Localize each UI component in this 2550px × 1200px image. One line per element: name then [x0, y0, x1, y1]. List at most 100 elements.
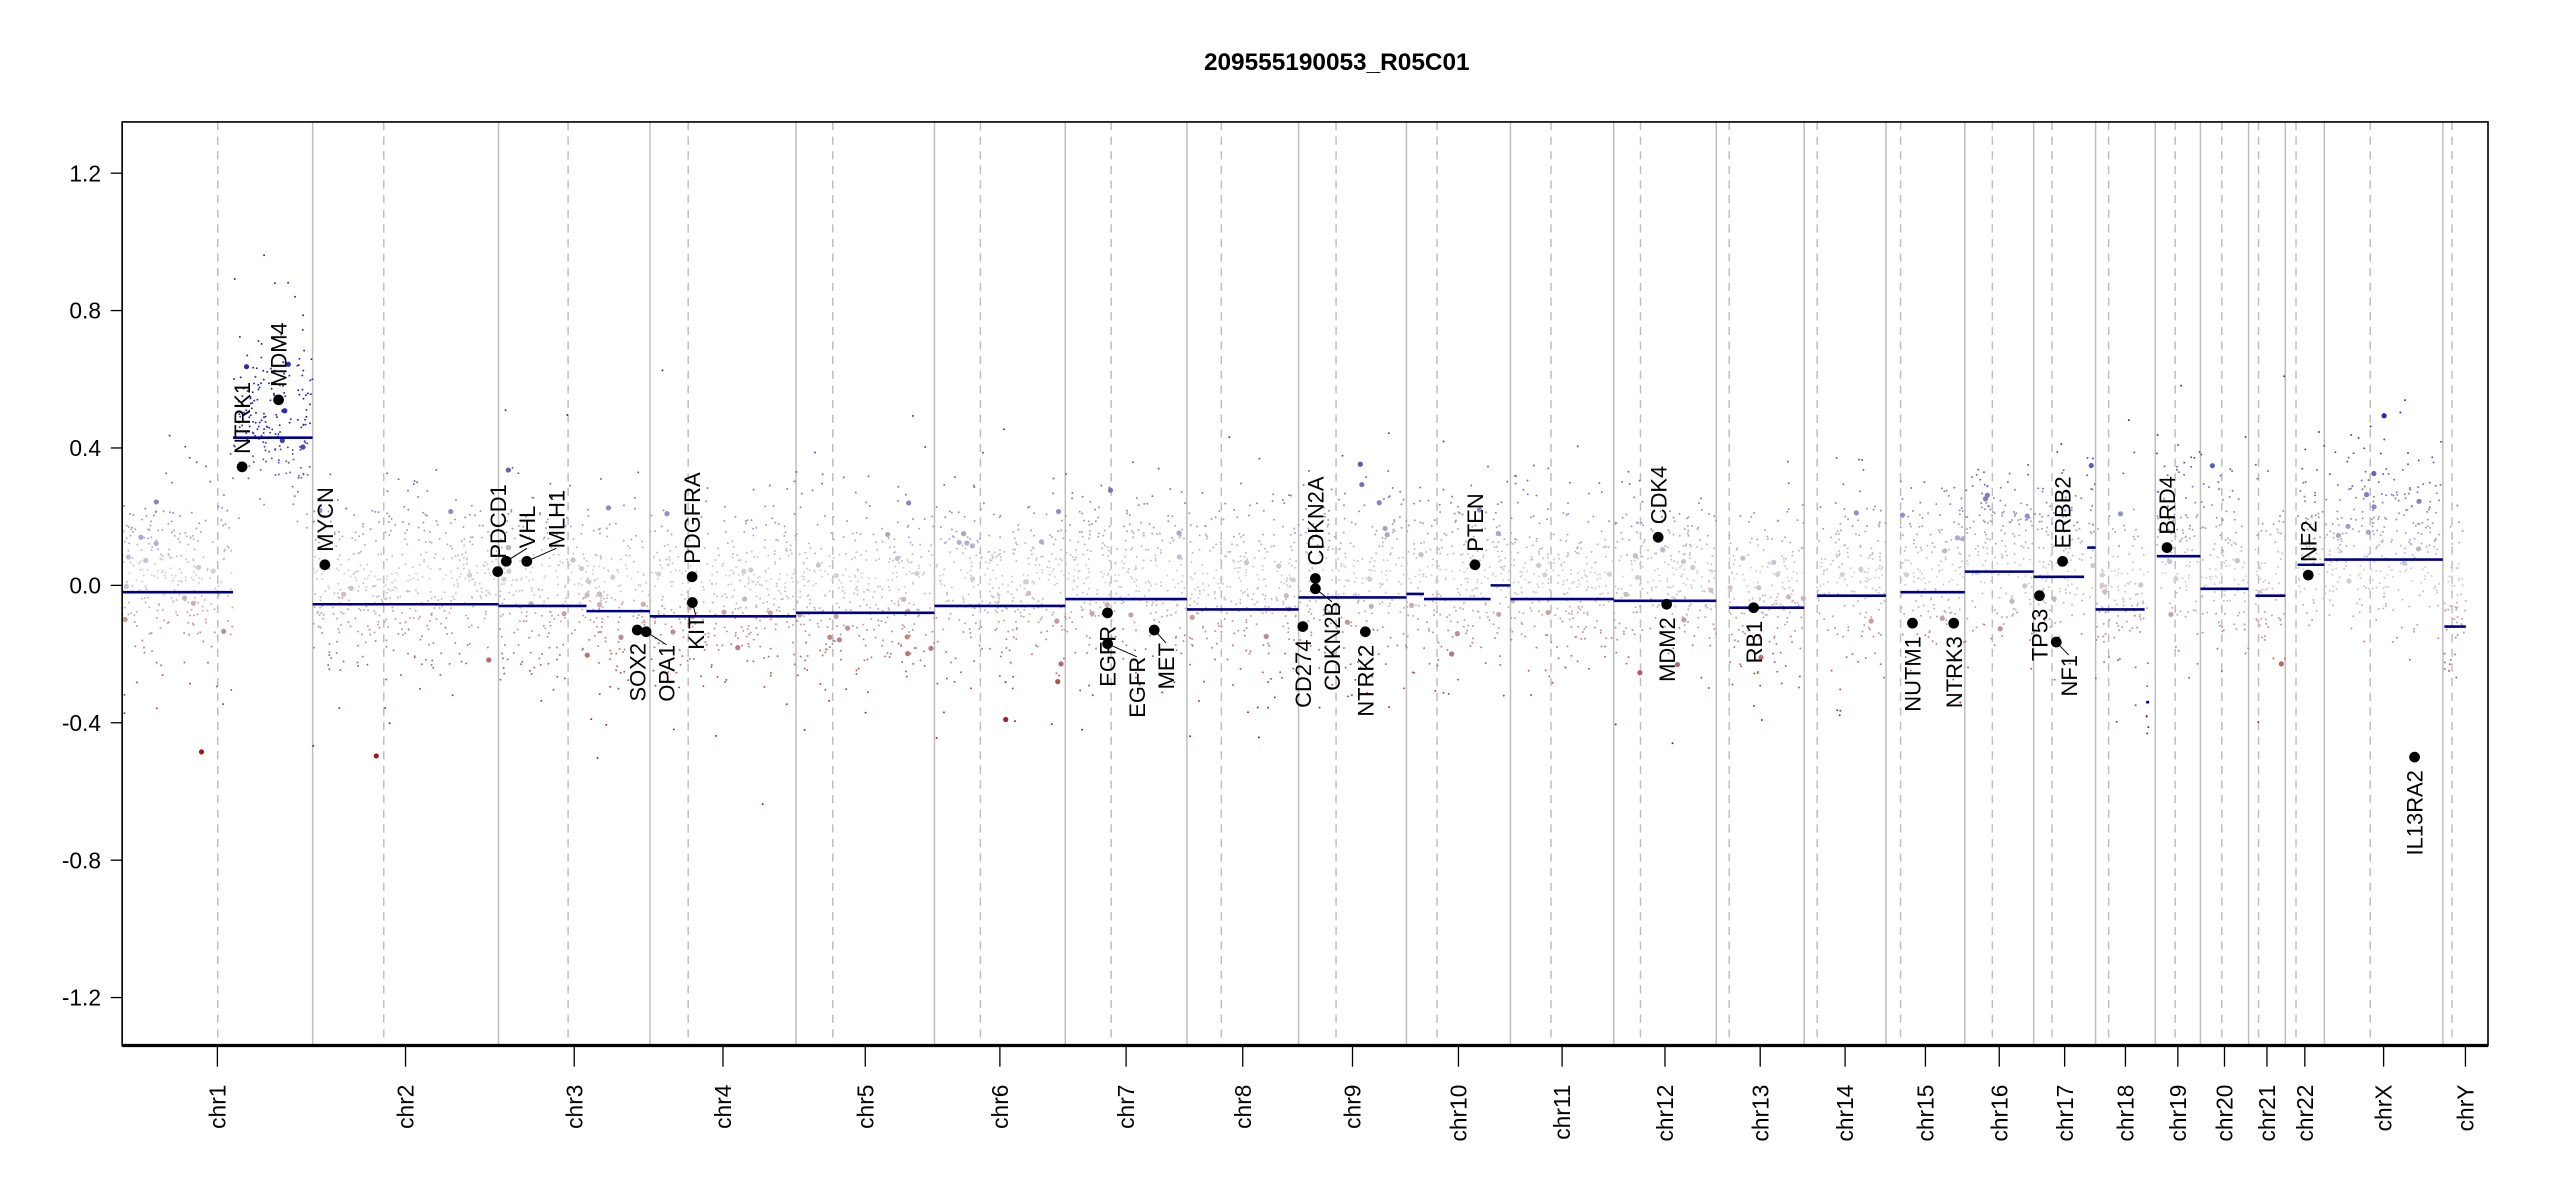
probe-point: [1130, 548, 1133, 551]
probe-point: [1908, 522, 1911, 525]
probe-point: [318, 541, 321, 544]
probe-point: [412, 483, 415, 486]
probe-point: [339, 669, 342, 672]
probe-point: [385, 618, 388, 621]
probe-point: [1054, 618, 1060, 624]
probe-point: [1405, 557, 1408, 560]
probe-point: [1271, 612, 1274, 615]
probe-point: [173, 529, 175, 532]
probe-point: [1174, 524, 1177, 527]
probe-point: [2013, 553, 2016, 556]
probe-point: [1729, 566, 1732, 569]
probe-point: [416, 592, 419, 595]
probe-point: [220, 519, 223, 521]
probe-point: [1727, 585, 1733, 591]
probe-point: [464, 516, 467, 519]
probe-point: [1336, 663, 1339, 666]
probe-point: [856, 580, 859, 583]
probe-point: [1087, 520, 1090, 523]
probe-point: [1052, 543, 1055, 546]
probe-point: [831, 627, 834, 630]
probe-point: [1196, 602, 1199, 605]
probe-point: [877, 607, 880, 610]
probe-point: [449, 522, 452, 525]
probe-point: [1283, 502, 1286, 505]
probe-point: [1355, 625, 1357, 627]
probe-point: [1074, 651, 1077, 654]
probe-point: [175, 599, 178, 601]
probe-point: [962, 600, 965, 603]
probe-point: [506, 520, 509, 523]
probe-point: [689, 622, 692, 625]
probe-point: [1005, 638, 1008, 641]
probe-point: [785, 541, 788, 544]
probe-point: [2101, 588, 2108, 595]
probe-point: [394, 618, 397, 620]
probe-point: [951, 599, 954, 602]
probe-point: [1035, 557, 1038, 560]
probe-point: [2059, 590, 2062, 593]
probe-point: [1081, 728, 1084, 731]
probe-point: [275, 413, 278, 416]
probe-point: [1567, 502, 1569, 505]
probe-point: [968, 628, 971, 631]
probe-point: [597, 661, 600, 664]
probe-point: [1389, 569, 1392, 572]
probe-point: [1467, 553, 1470, 555]
probe-point: [324, 590, 327, 593]
probe-point: [2062, 601, 2065, 604]
probe-point: [1568, 612, 1571, 615]
probe-point: [689, 564, 692, 567]
probe-point: [1436, 664, 1439, 667]
probe-point: [1341, 454, 1344, 457]
probe-point: [341, 535, 344, 538]
probe-point: [1508, 570, 1510, 573]
probe-point: [1215, 642, 1218, 645]
probe-point: [550, 614, 553, 617]
probe-point: [1078, 569, 1081, 572]
probe-point: [1982, 564, 1985, 567]
probe-point: [1541, 582, 1544, 585]
probe-point: [1323, 651, 1326, 654]
probe-point: [1501, 566, 1504, 568]
probe-point: [1484, 527, 1487, 530]
probe-point: [1148, 581, 1151, 584]
probe-point: [1587, 520, 1590, 523]
probe-point: [1763, 528, 1766, 531]
probe-point: [1462, 602, 1465, 605]
probe-point: [1747, 629, 1750, 632]
probe-point: [2104, 633, 2107, 635]
probe-point: [626, 575, 629, 578]
probe-point: [1792, 570, 1795, 573]
probe-point: [1430, 574, 1433, 577]
probe-point: [1926, 544, 1929, 547]
probe-point: [1771, 538, 1774, 540]
probe-point: [619, 590, 622, 593]
probe-point: [325, 547, 328, 550]
probe-point: [1729, 542, 1732, 545]
probe-point: [1662, 675, 1665, 678]
probe-point: [2094, 554, 2097, 557]
probe-point: [428, 530, 431, 533]
probe-point: [785, 595, 788, 598]
probe-point: [662, 509, 665, 512]
probe-point: [1372, 628, 1375, 631]
probe-point: [865, 558, 868, 561]
probe-point: [1941, 550, 1944, 553]
probe-point: [195, 527, 198, 530]
probe-point: [499, 628, 502, 631]
probe-point: [357, 552, 360, 555]
probe-point: [1766, 538, 1769, 540]
probe-point: [195, 574, 197, 577]
probe-point: [1691, 644, 1694, 647]
probe-point: [2049, 505, 2052, 508]
probe-point: [515, 590, 518, 593]
probe-point: [604, 601, 607, 604]
probe-point: [421, 575, 424, 578]
probe-point: [1097, 614, 1100, 617]
probe-point: [1110, 636, 1113, 639]
probe-point: [856, 589, 859, 592]
probe-point: [1160, 552, 1162, 554]
probe-point: [557, 614, 560, 617]
probe-point: [1874, 505, 1876, 508]
